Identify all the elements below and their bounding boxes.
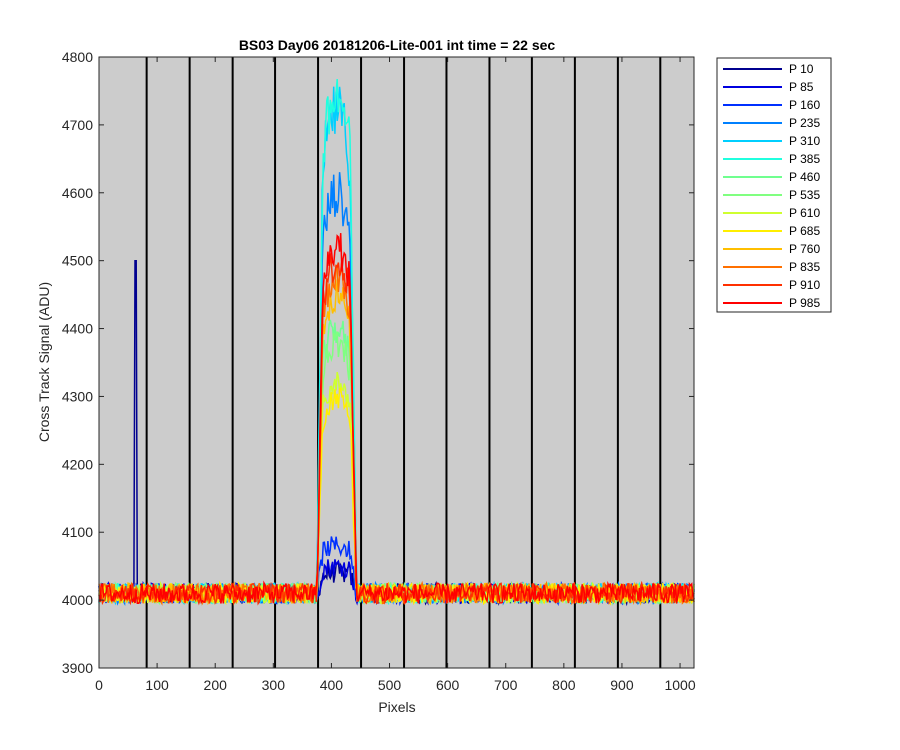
x-tick-label: 1000 [664,677,695,693]
legend-label: P 460 [789,170,820,184]
plot-area [99,57,694,668]
legend-label: P 310 [789,134,820,148]
y-axis-label: Cross Track Signal (ADU) [36,282,52,442]
x-tick-label: 600 [436,677,460,693]
chart-title: BS03 Day06 20181206-Lite-001 int time = … [239,37,556,53]
y-tick-label: 4600 [62,185,93,201]
x-tick-label: 400 [320,677,344,693]
legend-label: P 610 [789,206,820,220]
legend: P 10 P 85 P 160 P 235 P 310 P 385 P 460 P 535 P … [716,57,832,313]
x-tick-label: 500 [378,677,402,693]
series-lines [98,78,695,607]
series-line-p985 [98,233,695,604]
legend-label: P 235 [789,116,820,130]
y-tick-label: 4500 [62,253,93,269]
x-tick-label: 300 [262,677,286,693]
legend-label: P 535 [789,188,820,202]
legend-label: P 685 [789,224,820,238]
x-tick-label: 700 [494,677,518,693]
y-tick-label: 4400 [62,321,93,337]
y-axis-ticks: 3900 4000 4100 4200 4300 4400 4500 4600 4700 4800 [62,49,694,676]
series-line-p910 [98,253,695,606]
y-tick-label: 4800 [62,49,93,65]
legend-label: P 835 [789,260,820,274]
legend-label: P 160 [789,98,820,112]
x-axis-ticks: 0 100 200 300 400 500 600 700 800 900 1000 [95,57,696,693]
plot-frame [98,56,695,669]
x-tick-label: 200 [204,677,228,693]
legend-label: P 385 [789,152,820,166]
legend-label: P 760 [789,242,820,256]
y-tick-label: 4700 [62,117,93,133]
y-tick-label: 4100 [62,524,93,540]
vertical-divider-lines [145,57,662,668]
x-tick-label: 800 [552,677,576,693]
x-tick-label: 0 [95,677,103,693]
x-tick-label: 100 [145,677,169,693]
legend-label: P 985 [789,296,820,310]
y-tick-label: 4000 [62,592,93,608]
legend-label: P 85 [789,80,814,94]
legend-label: P 10 [789,62,814,76]
y-tick-label: 4300 [62,388,93,404]
y-tick-label: 4200 [62,456,93,472]
legend-label: P 910 [789,278,820,292]
x-axis-label: Pixels [378,699,415,715]
x-tick-label: 900 [610,677,634,693]
legend-box [716,57,832,313]
y-tick-label: 3900 [62,660,93,676]
